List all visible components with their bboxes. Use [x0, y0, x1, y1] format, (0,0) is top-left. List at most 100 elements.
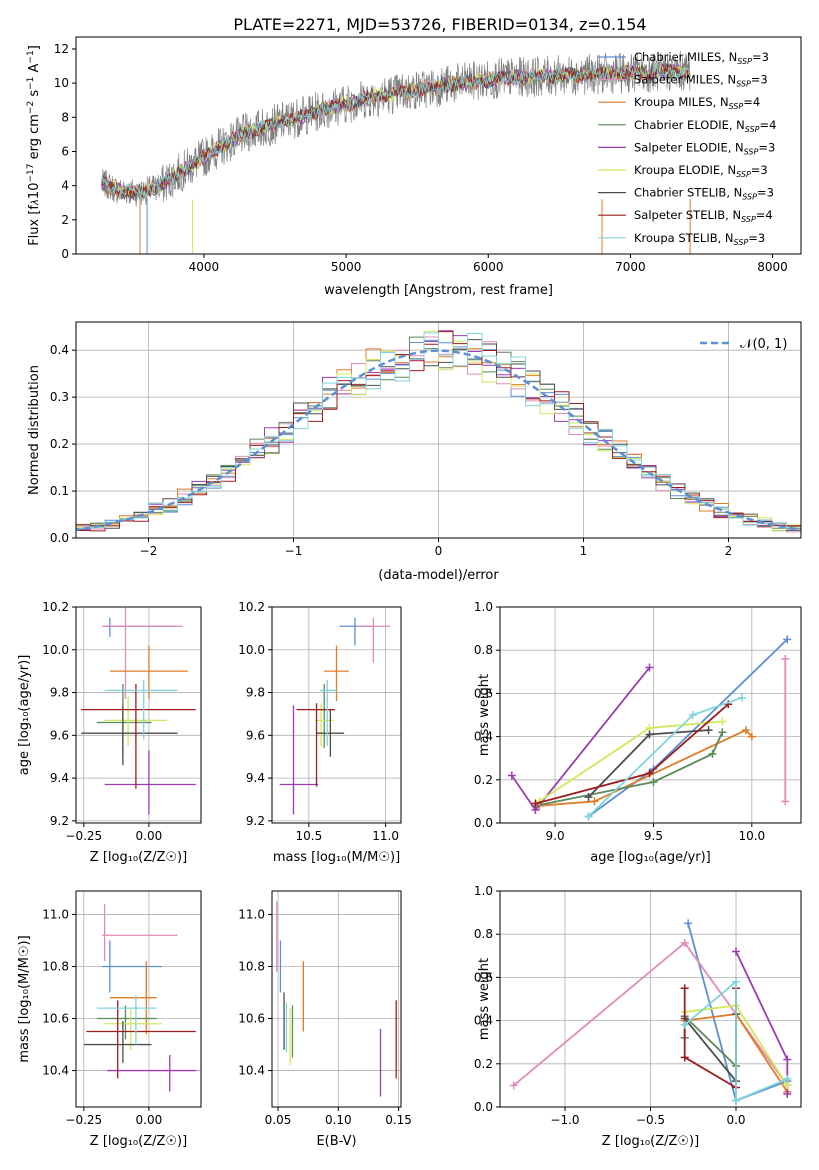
- y-tick-label: 0.2: [474, 1057, 493, 1071]
- legend-label: Salpeter ELODIE, N: [634, 140, 744, 154]
- legend-suffix: =4: [760, 118, 777, 132]
- weight-line: [683, 1014, 737, 1067]
- normal-curve: [76, 349, 801, 532]
- data-point: [680, 938, 689, 947]
- y-axis-label: mass [log₁₀(M/M☉)]: [17, 935, 32, 1062]
- weight-line: [539, 729, 753, 807]
- legend-entry: Kroupa ELODIE, NSSP=3: [634, 163, 768, 179]
- data-point: [718, 728, 727, 737]
- y-tick-label: 6: [61, 144, 69, 158]
- y-tick-label: 12: [54, 42, 69, 56]
- x-tick-label: 10.0: [738, 829, 765, 843]
- x-axis-label: E(B-V): [316, 1134, 356, 1149]
- y-axis-label: Flux [fλ10−17 erg cm−2 s−1 A−1]: [26, 45, 42, 246]
- y-tick-label: 2: [61, 213, 69, 227]
- data-point: [684, 919, 693, 928]
- y-tick-label: 10.2: [238, 600, 265, 614]
- legend-suffix: =4: [756, 208, 773, 222]
- legend-label: Chabrier MILES, N: [634, 50, 737, 64]
- y-tick-label: 0: [61, 247, 69, 261]
- legend-entry: Chabrier MILES, NSSP=3: [634, 50, 769, 66]
- x-tick-label: 0.0: [726, 1113, 745, 1127]
- data-point: [645, 730, 654, 739]
- data-point: [645, 663, 654, 672]
- y-axis-label-part: λ: [30, 199, 41, 206]
- age_vs_z-plot-area: [81, 607, 196, 815]
- y-tick-label: 10.8: [42, 959, 69, 973]
- weight-line: [687, 923, 788, 1102]
- y-tick-label: 0.1: [50, 484, 69, 498]
- age_vs_mass-frame: [271, 606, 402, 824]
- data-point: [741, 726, 750, 735]
- spectrum-panel: 4000 5000 6000 7000 8000 0 2 4 6 8 10 12 wavelength …: [26, 36, 802, 298]
- x-axis-label: (data-model)/error: [378, 568, 499, 583]
- y-tick-label: 10: [54, 76, 69, 90]
- age_vs_mass-panel: 10.5 11.0 9.2 9.4 9.6 9.8 10.0 10.2 mass [log₁₀(…: [238, 600, 402, 865]
- legend-entry: Kroupa MILES, NSSP=4: [634, 95, 760, 111]
- x-tick-label: 0.00: [136, 829, 163, 843]
- weight-line: [535, 731, 724, 807]
- x-tick-label: 0.05: [265, 1113, 292, 1127]
- weight-line: [535, 703, 729, 805]
- y-tick-label: 0.6: [474, 970, 493, 984]
- data-point: [783, 1055, 792, 1064]
- x-axis-label: wavelength [Angstrom, rest frame]: [324, 283, 553, 298]
- x-tick-label: 11.0: [372, 829, 399, 843]
- legend-label: Kroupa MILES, N: [634, 95, 729, 109]
- x-tick-label: −0.25: [65, 829, 102, 843]
- y-tick-label: 9.4: [50, 771, 69, 785]
- mass_weight_vs_z-plot-area: [509, 919, 792, 1105]
- mass_vs_ebv-plot-area: [276, 901, 397, 1097]
- x-axis-label: Z [log₁₀(Z/Z☉)]: [90, 1134, 187, 1149]
- y-axis-label-part: A: [27, 63, 42, 76]
- data-point: [718, 717, 727, 726]
- legend-sub: SSP: [729, 102, 744, 111]
- data-point: [584, 812, 593, 821]
- x-tick-label: −2: [140, 544, 158, 558]
- x-tick-label: 8000: [757, 260, 788, 274]
- y-tick-label: 9.8: [50, 686, 69, 700]
- legend-suffix: =4: [743, 95, 760, 109]
- y-axis-label-part: erg cm: [27, 114, 42, 163]
- mass_vs_z-plot-area: [83, 904, 196, 1092]
- data-point: [783, 1090, 792, 1099]
- data-point: [732, 977, 741, 986]
- x-tick-label: −0.5: [636, 1113, 665, 1127]
- legend-suffix: =3: [751, 73, 768, 87]
- x-tick-label: −1: [285, 544, 303, 558]
- legend-label: Salpeter MILES, N: [634, 73, 736, 87]
- y-axis-label-part: −1: [26, 77, 36, 90]
- y-tick-label: 10.0: [238, 643, 265, 657]
- legend-entry: Chabrier STELIB, NSSP=3: [634, 186, 774, 202]
- age_vs_mass-plot-area: [279, 617, 391, 815]
- data-point: [688, 711, 697, 719]
- legend-suffix: =3: [752, 50, 769, 64]
- x-axis-label: mass [log₁₀(M/M☉)]: [273, 850, 400, 865]
- legend-suffix: =3: [748, 231, 765, 245]
- y-axis-label: mass weight: [477, 674, 492, 756]
- y-axis-label-part: 10: [27, 183, 42, 200]
- y-tick-label: 0.0: [50, 531, 69, 545]
- x-tick-label: 2: [725, 544, 733, 558]
- data-point: [781, 797, 790, 806]
- legend-label: Salpeter STELIB, N: [634, 208, 741, 222]
- y-axis-label: mass weight: [477, 958, 492, 1040]
- x-tick-label: 9.0: [546, 829, 565, 843]
- x-tick-label: −0.25: [65, 1113, 102, 1127]
- y-tick-label: 0.4: [50, 343, 69, 357]
- age_vs_z-panel: −0.25 0.00 9.2 9.4 9.6 9.8 10.0 10.2 Z [log₁₀(Z/…: [17, 600, 202, 865]
- figure-title: PLATE=2271, MJD=53726, FIBERID=0134, z=0…: [233, 15, 646, 34]
- mass_vs_ebv-frame: [271, 890, 402, 1108]
- y-tick-label: 0.2: [474, 773, 493, 787]
- y-tick-label: 11.0: [238, 907, 265, 921]
- y-tick-label: 0.8: [474, 927, 493, 941]
- y-tick-label: 0.8: [474, 643, 493, 657]
- legend-label: Kroupa STELIB, N: [634, 231, 734, 245]
- y-axis-label-part: −1: [26, 50, 36, 63]
- x-tick-label: 0.10: [325, 1113, 352, 1127]
- x-tick-label: 5000: [331, 260, 362, 274]
- mass_vs_z-panel: −0.25 0.00 10.4 10.6 10.8 11.0 Z [log₁₀(Z/Z☉)]…: [17, 890, 202, 1149]
- y-tick-label: 0.6: [474, 686, 493, 700]
- y-tick-label: 10.8: [238, 959, 265, 973]
